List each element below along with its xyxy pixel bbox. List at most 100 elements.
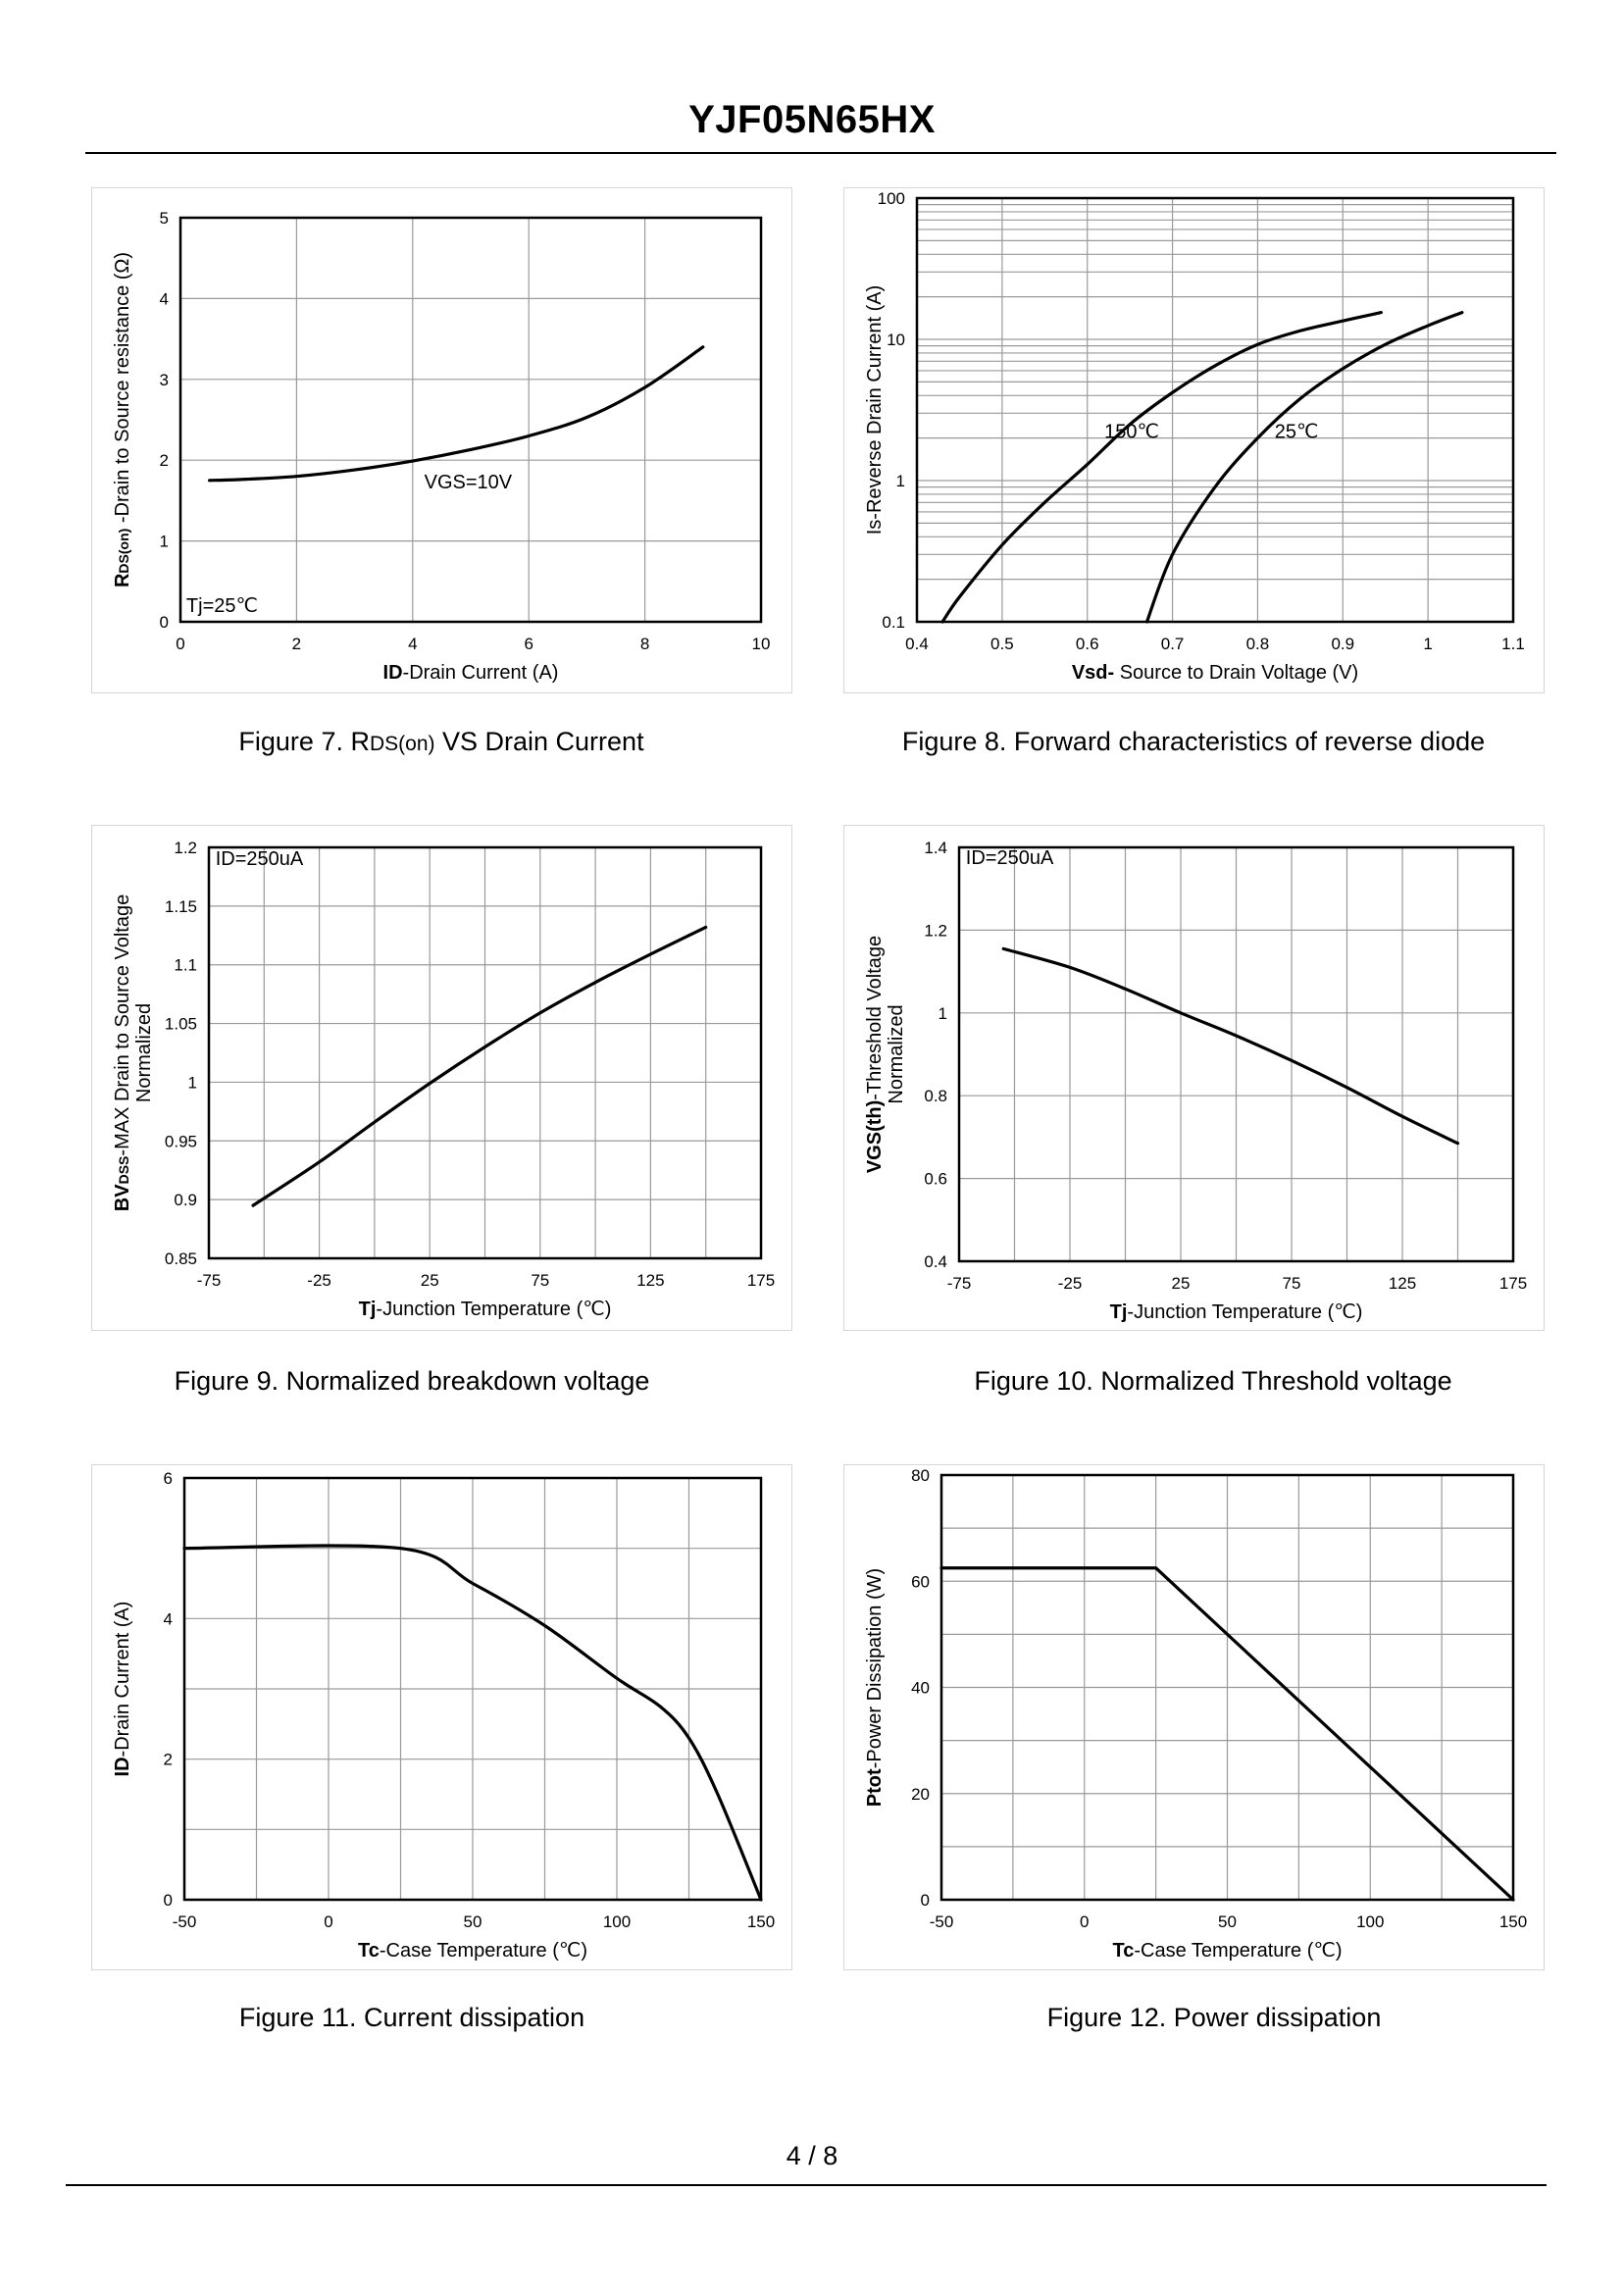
- fig8-ytick-label-0: 0.1: [882, 613, 905, 632]
- figure-11-panel: -50 0 50 100 150 0 2 4 6 Tc-Case Temperature (℃) I…: [91, 1464, 792, 1970]
- fig11-plot-border: [182, 1476, 763, 1902]
- fig11-xtick-label-3: 100: [603, 1912, 631, 1931]
- fig7-xlabel: ID-Drain Current (A): [383, 662, 559, 684]
- fig7-ytick-label-2: 2: [160, 451, 169, 470]
- document-title: YJF05N65HX: [688, 98, 936, 141]
- fig9-xtick-label-3: 75: [531, 1271, 549, 1290]
- fig7-ylabel: RDS(on) -Drain to Source resistance (Ω): [112, 252, 133, 587]
- fig9-ylabel-sub: DSS: [116, 1156, 131, 1185]
- fig10-xtick-label-3: 75: [1283, 1274, 1301, 1293]
- fig12-ytick-label-0: 0: [921, 1891, 930, 1910]
- fig9-plot-border: [207, 845, 763, 1260]
- fig10-ylabel-line2: Normalized: [886, 1004, 907, 1103]
- fig11-ytick-label-2: 4: [164, 1609, 173, 1628]
- fig9-ytick-label-3: 1: [188, 1073, 197, 1092]
- fig7-ylabel-bold: R: [112, 573, 133, 587]
- fig8-xtick-label-7: 1.1: [1501, 635, 1525, 653]
- figure-7-caption: Figure 7. RDS(on) VS Drain Current: [88, 727, 794, 757]
- figure-7-caption-sub: DS(on): [369, 733, 435, 755]
- fig12-ytick-label-1: 20: [911, 1785, 930, 1804]
- fig9-xtick-label-4: 125: [636, 1271, 664, 1290]
- fig8-xtick-label-6: 1: [1423, 635, 1432, 653]
- footer-rule: [66, 2184, 1547, 2186]
- fig12-xtick-label-0: -50: [930, 1912, 954, 1931]
- fig12-ylabel-rest: -Power Dissipation (W): [864, 1568, 886, 1768]
- fig9-ytick-label-0: 0.85: [165, 1249, 197, 1268]
- fig7-xtick-label-3: 6: [524, 635, 533, 653]
- fig7-xtick-label-0: 0: [176, 635, 184, 653]
- fig9-ytick-label-2: 0.95: [165, 1132, 197, 1150]
- figure-8-caption: Figure 8. Forward characteristics of rev…: [840, 727, 1547, 757]
- fig11-series-0-line: [182, 1544, 763, 1902]
- fig8-xtick-label-4: 0.8: [1246, 635, 1270, 653]
- fig11-xlabel-rest: -Case Temperature (℃): [380, 1940, 587, 1962]
- fig10-ytick-label-5: 1.4: [924, 839, 947, 857]
- fig11-xtick-label-0: -50: [173, 1912, 197, 1931]
- fig7-xtick-label-4: 8: [640, 635, 649, 653]
- fig12-ytick-label-4: 80: [911, 1466, 930, 1485]
- fig9-ytick-label-7: 1.2: [174, 839, 197, 857]
- fig7-ylabel-sub: DS(on): [116, 529, 131, 574]
- fig11-ylabel-bold: ID: [112, 1757, 133, 1776]
- fig10-ylabel-rest: -Threshold Voltage: [864, 936, 886, 1100]
- figure-9-caption: Figure 9. Normalized breakdown voltage: [59, 1366, 765, 1397]
- fig7-annotation-1-bg: [183, 593, 267, 620]
- fig10-series-0-line: [1001, 946, 1460, 1146]
- figure-8-chart: 0.4 0.5 0.6 0.7 0.8 0.9 1 1.1 0.1 1 10 100 Vsd- Sour…: [864, 189, 1525, 684]
- fig7-ytick-label-5: 5: [160, 209, 169, 228]
- figure-10-caption: Figure 10. Normalized Threshold voltage: [860, 1366, 1566, 1397]
- fig10-ytick-label-0: 0.4: [924, 1252, 947, 1271]
- fig7-ylabel-rest: -Drain to Source resistance (Ω): [112, 252, 133, 529]
- fig12-ytick-label-3: 60: [911, 1572, 930, 1591]
- fig9-xlabel: Tj-Junction Temperature (℃): [359, 1299, 612, 1320]
- fig10-xlabel-rest: -Junction Temperature (℃): [1127, 1301, 1362, 1323]
- fig10-plot-border: [957, 845, 1515, 1263]
- fig12-xtick-label-4: 150: [1499, 1912, 1527, 1931]
- fig8-ylabel: Is-Reverse Drain Current (A): [864, 285, 886, 535]
- fig7-series-0-line: [208, 345, 705, 483]
- figure-9-chart: -75 -25 25 75 125 175 0.85 0.9 0.95 1 1.05 1.1 1.15 1…: [112, 839, 775, 1320]
- fig8-xtick-label-2: 0.6: [1076, 635, 1099, 653]
- fig9-xtick-label-2: 25: [421, 1271, 439, 1290]
- figure-7-panel: 0 2 4 6 8 10 0 1 2 3 4 5 ID-Drain Current (A) RDS(on)…: [91, 187, 792, 693]
- fig12-xtick-label-2: 50: [1218, 1912, 1237, 1931]
- fig9-ytick-label-5: 1.1: [174, 956, 197, 975]
- fig8-annotation-1: 25℃: [1275, 422, 1319, 443]
- fig12-plot-border: [939, 1473, 1515, 1902]
- fig10-xtick-label-5: 175: [1499, 1274, 1527, 1293]
- fig9-ytick-label-6: 1.15: [165, 897, 197, 916]
- fig7-xtick-label-2: 4: [408, 635, 417, 653]
- fig9-ylabel-rest: -MAX Drain to Source Voltage: [112, 894, 133, 1156]
- fig10-xtick-label-1: -25: [1058, 1274, 1083, 1293]
- fig8-series-0-line: [940, 310, 1383, 624]
- fig7-ytick-label-3: 3: [160, 371, 169, 389]
- fig7-annotation-0: VGS=10V: [425, 472, 513, 493]
- fig10-xtick-label-0: -75: [947, 1274, 972, 1293]
- figure-9-caption-text: Figure 9. Normalized breakdown voltage: [174, 1366, 650, 1396]
- fig12-xlabel-rest: -Case Temperature (℃): [1134, 1940, 1342, 1962]
- figure-12-panel: -50 0 50 100 150 0 20 40 60 80 Tc-Case Temperature…: [843, 1464, 1545, 1970]
- fig9-xlabel-rest: -Junction Temperature (℃): [376, 1299, 611, 1320]
- figure-11-caption: Figure 11. Current dissipation: [59, 2003, 765, 2033]
- figure-8-caption-text: Figure 8. Forward characteristics of rev…: [901, 727, 1486, 756]
- fig8-annotation-0: 150℃: [1104, 422, 1159, 443]
- fig9-ylabel: BVDSS-MAX Drain to Source Voltage: [112, 894, 133, 1211]
- fig11-xtick-label-4: 150: [747, 1912, 775, 1931]
- fig11-ytick-label-3: 6: [164, 1469, 173, 1488]
- figure-7-chart: 0 2 4 6 8 10 0 1 2 3 4 5 ID-Drain Current (A) RDS(on)…: [112, 209, 771, 684]
- fig8-xlabel-rest: Source to Drain Voltage (V): [1114, 662, 1358, 684]
- fig10-ytick-label-4: 1.2: [924, 921, 947, 940]
- fig12-ylabel: Ptot-Power Dissipation (W): [864, 1568, 886, 1807]
- figure-12-caption: Figure 12. Power dissipation: [861, 2003, 1567, 2033]
- fig8-xtick-label-0: 0.4: [905, 635, 929, 653]
- fig7-xtick-label-5: 10: [752, 635, 771, 653]
- fig12-series-0-line: [939, 1566, 1515, 1902]
- figure-7-caption-suffix: VS Drain Current: [434, 727, 644, 756]
- fig11-xtick-label-2: 50: [464, 1912, 482, 1931]
- figure-10-chart: -75 -25 25 75 125 175 0.4 0.6 0.8 1 1.2 1.4 Tj-Junct…: [864, 839, 1527, 1323]
- fig7-annotation-1: Tj=25℃: [186, 595, 258, 617]
- fig12-xlabel-bold: Tc: [1112, 1940, 1134, 1962]
- fig9-annotation-0: ID=250uA: [216, 848, 304, 870]
- fig8-plot-border: [915, 196, 1515, 624]
